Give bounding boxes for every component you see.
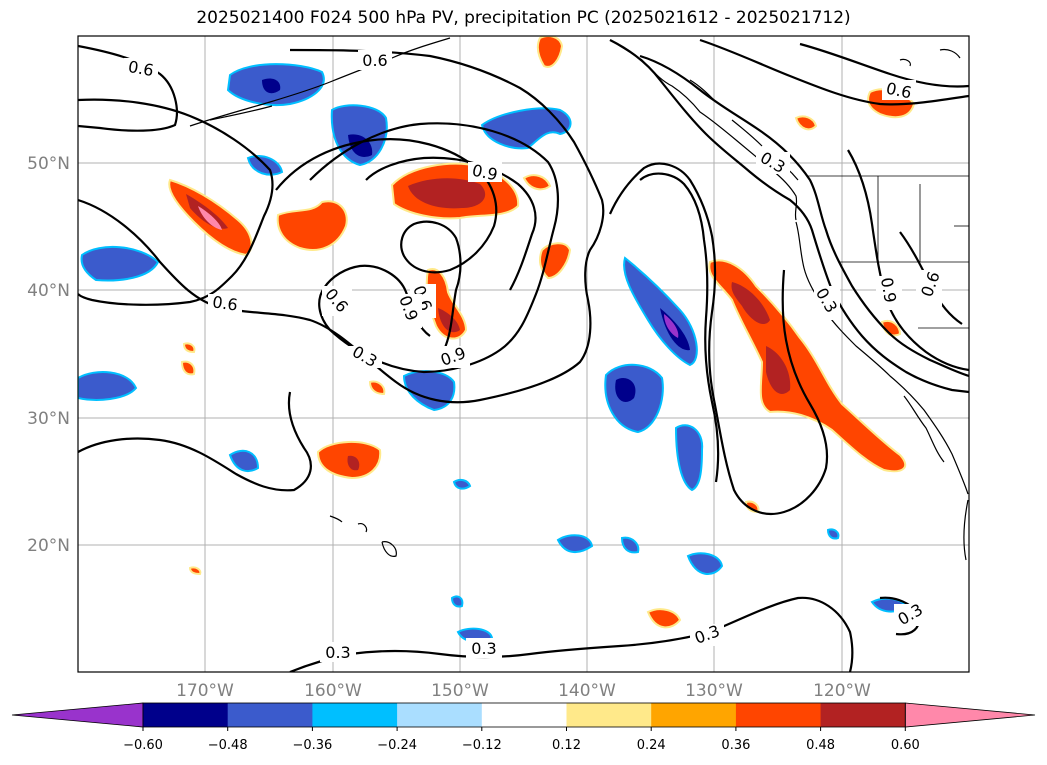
precip-area xyxy=(186,194,228,229)
precip-area xyxy=(408,178,486,209)
precip-area xyxy=(228,449,260,473)
colorbar-tick-label: 0.36 xyxy=(721,738,750,753)
colorbar: −0.60 −0.48 −0.36 −0.24 −0.12 0.12 0.24 0.36 0.4… xyxy=(11,702,1036,753)
colorbar-segment xyxy=(481,703,567,727)
precip-area xyxy=(615,378,636,402)
map-frame xyxy=(77,35,970,673)
precip-area xyxy=(347,455,360,471)
precip-area xyxy=(198,206,222,230)
precip-area xyxy=(674,424,704,492)
precip-area xyxy=(368,380,386,396)
precip-area xyxy=(452,478,472,490)
longitude-labels: 170°W 160°W 150°W 140°W 130°W 120°W xyxy=(176,681,871,701)
colorbar-segment xyxy=(735,703,822,727)
contour-label: 0.6 xyxy=(362,51,387,70)
lat-label: 20°N xyxy=(27,536,70,556)
precip-area xyxy=(78,371,138,401)
precip-area xyxy=(731,282,770,325)
precip-negative-areas xyxy=(78,63,908,643)
pv-contour xyxy=(365,156,537,291)
precip-area xyxy=(620,536,640,554)
colorbar-tick-label: −0.48 xyxy=(208,738,248,753)
precip-area xyxy=(276,200,348,251)
lon-label: 140°W xyxy=(558,681,616,701)
pv-contour xyxy=(289,596,854,672)
pv-contour xyxy=(608,162,829,516)
precip-area xyxy=(536,36,564,68)
colorbar-tick-label: 0.60 xyxy=(891,738,920,753)
pv-contour xyxy=(609,39,969,394)
colorbar-segment xyxy=(397,703,483,727)
colorbar-extend-high xyxy=(904,702,1036,728)
pv-contour xyxy=(699,38,969,106)
precip-area xyxy=(180,360,196,376)
lon-label: 150°W xyxy=(431,681,489,701)
lat-label: 30°N xyxy=(27,409,70,429)
precip-area xyxy=(646,608,682,629)
precip-area xyxy=(766,346,791,394)
colorbar-tick-label: 0.48 xyxy=(806,738,835,753)
borders xyxy=(808,175,969,329)
precip-area xyxy=(438,308,460,333)
lon-label: 130°W xyxy=(685,681,743,701)
colorbar-segment xyxy=(651,703,737,727)
contour-label: 0.9 xyxy=(877,276,900,304)
colorbar-extend-low xyxy=(11,702,144,728)
contour-labels: 0.6 0.6 0.9 0.6 0.3 0.6 0.9 0.6 0.3 0.9 … xyxy=(124,50,944,662)
colorbar-tick-label: 0.12 xyxy=(552,738,581,753)
colorbar-tick-label: −0.24 xyxy=(377,738,417,753)
lat-label: 50°N xyxy=(27,154,70,174)
precip-area xyxy=(522,174,552,191)
colorbar-segment xyxy=(566,703,652,727)
precip-area xyxy=(262,78,281,94)
map-title: 2025021400 F024 500 hPa PV, precipitatio… xyxy=(196,8,851,28)
precip-area xyxy=(480,107,572,150)
contour-label: 0.6 xyxy=(884,79,913,103)
pv-contour xyxy=(639,54,969,378)
pv-contour xyxy=(78,44,178,132)
contour-label: 0.3 xyxy=(471,639,496,658)
contour-label: 0.6 xyxy=(127,57,155,80)
lon-label: 120°W xyxy=(813,681,871,701)
colorbar-frame xyxy=(142,702,906,728)
precip-area xyxy=(556,534,594,553)
colorbar-segment xyxy=(143,703,229,727)
precip-positive-areas xyxy=(168,36,916,629)
contour-label: 0.6 xyxy=(211,292,239,314)
precip-area xyxy=(664,314,679,338)
colorbar-tick-label: −0.36 xyxy=(292,738,332,753)
pv-contour xyxy=(78,391,312,492)
precip-area xyxy=(794,115,818,131)
lat-label: 40°N xyxy=(27,281,70,301)
colorbar-segment xyxy=(820,703,906,727)
pv-contour xyxy=(799,42,969,88)
lon-label: 170°W xyxy=(176,681,234,701)
colorbar-tick-label: 0.24 xyxy=(637,738,666,753)
contour-label: 0.3 xyxy=(325,643,350,662)
colorbar-segment xyxy=(312,703,398,727)
latitude-labels: 50°N 40°N 30°N 20°N xyxy=(27,154,70,556)
pv-contour xyxy=(309,122,560,374)
precip-area xyxy=(826,528,840,540)
precip-area xyxy=(686,552,724,575)
precip-area xyxy=(450,595,464,608)
pv-contour xyxy=(78,98,274,306)
colorbar-tick-label: −0.60 xyxy=(123,738,163,753)
lon-label: 160°W xyxy=(304,681,362,701)
colorbar-tick-label: −0.12 xyxy=(462,738,502,753)
precip-area xyxy=(182,342,196,354)
pv-contour xyxy=(639,172,720,483)
contour-label: 0.9 xyxy=(470,161,499,185)
colorbar-segment xyxy=(227,703,313,727)
pv-contour xyxy=(275,138,498,351)
precip-area xyxy=(188,566,202,576)
precip-area xyxy=(80,245,160,282)
